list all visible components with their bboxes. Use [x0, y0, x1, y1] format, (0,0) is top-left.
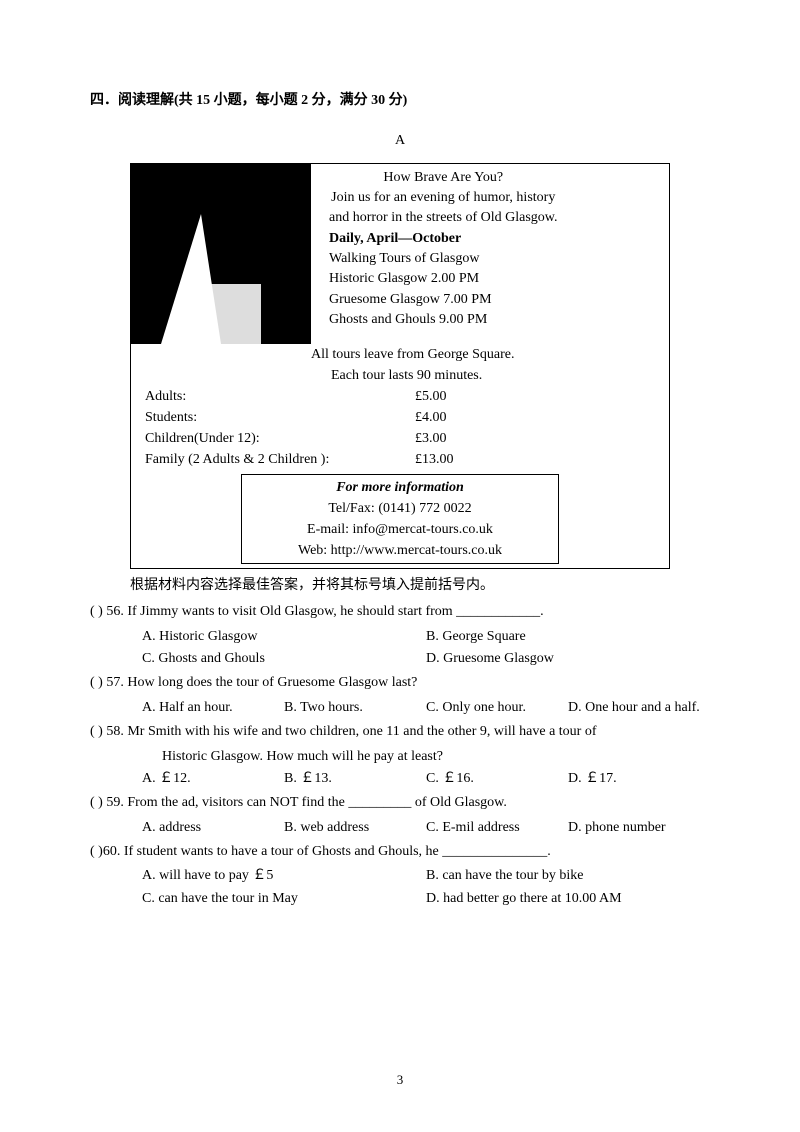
q-prefix: ( ) 58. [90, 724, 127, 739]
opt-b[interactable]: B. George Square [426, 626, 710, 648]
q60-opts-row2: C. can have the tour in May D. had bette… [90, 888, 710, 910]
q56-opts-row1: A. Historic Glasgow B. George Square [90, 626, 710, 648]
opt-c[interactable]: C. can have the tour in May [142, 888, 426, 910]
q-prefix: ( ) 59. [90, 795, 127, 810]
ad-dates: Daily, April—October [329, 229, 557, 249]
question-58: ( ) 58. Mr Smith with his wife and two c… [90, 721, 710, 743]
opt-b[interactable]: B. can have the tour by bike [426, 865, 710, 887]
q58-stem2: Historic Glasgow. How much will he pay a… [90, 746, 710, 768]
opt-d[interactable]: D. had better go there at 10.00 AM [426, 888, 710, 910]
ad-l8: Each tour lasts 90 minutes. [131, 365, 669, 386]
ad-l6: Ghosts and Ghouls 9.00 PM [329, 310, 557, 330]
q-stem: Mr Smith with his wife and two children,… [127, 724, 596, 739]
q59-opts: A. address B. web address C. E-mil addre… [90, 817, 710, 839]
price-value: £4.00 [415, 407, 447, 428]
price-label: Adults: [145, 386, 415, 407]
opt-d[interactable]: D. Gruesome Glasgow [426, 648, 710, 670]
opt-c[interactable]: C. ￡16. [426, 768, 568, 790]
info-tel: Tel/Fax: (0141) 772 0022 [248, 498, 552, 519]
opt-b[interactable]: B. Two hours. [284, 697, 426, 719]
q-prefix: ( ) 56. [90, 604, 127, 619]
ad-line2: and horror in the streets of Old Glasgow… [329, 208, 557, 228]
ad-l7: All tours leave from George Square. [131, 344, 669, 365]
instruction: 根据材料内容选择最佳答案，并将其标号填入提前括号内。 [130, 575, 670, 597]
q-stem: If student wants to have a tour of Ghost… [124, 844, 551, 859]
opt-a[interactable]: A. ￡12. [142, 768, 284, 790]
q-stem: From the ad, visitors can NOT find the _… [127, 795, 507, 810]
opt-c[interactable]: C. E-mil address [426, 817, 568, 839]
price-row: Students: £4.00 [131, 407, 669, 428]
price-row: Adults: £5.00 [131, 386, 669, 407]
part-label: A [90, 130, 710, 152]
price-value: £13.00 [415, 449, 454, 470]
info-email: E-mail: info@mercat-tours.co.uk [248, 519, 552, 540]
opt-a[interactable]: A. address [142, 817, 284, 839]
price-label: Family (2 Adults & 2 Children ): [145, 449, 415, 470]
ad-title: How Brave Are You? [329, 168, 557, 188]
q-stem: If Jimmy wants to visit Old Glasgow, he … [127, 604, 543, 619]
opt-a[interactable]: A. Historic Glasgow [142, 626, 426, 648]
price-row: Family (2 Adults & 2 Children ): £13.00 [131, 449, 669, 470]
q-prefix: ( ) 57. [90, 675, 127, 690]
opt-d[interactable]: D. ￡17. [568, 768, 710, 790]
info-box: For more information Tel/Fax: (0141) 772… [241, 474, 559, 564]
opt-a[interactable]: A. Half an hour. [142, 697, 284, 719]
price-label: Students: [145, 407, 415, 428]
question-59: ( ) 59. From the ad, visitors can NOT fi… [90, 792, 710, 814]
ad-l4: Historic Glasgow 2.00 PM [329, 269, 557, 289]
ad-line1: Join us for an evening of humor, history [329, 188, 557, 208]
question-56: ( ) 56. If Jimmy wants to visit Old Glas… [90, 601, 710, 623]
opt-b[interactable]: B. web address [284, 817, 426, 839]
q57-opts: A. Half an hour. B. Two hours. C. Only o… [90, 697, 710, 719]
ad-header-text: How Brave Are You? Join us for an evenin… [311, 164, 567, 344]
q56-opts-row2: C. Ghosts and Ghouls D. Gruesome Glasgow [90, 648, 710, 670]
q60-opts-row1: A. will have to pay ￡5 B. can have the t… [90, 865, 710, 887]
section-title: 四．阅读理解(共 15 小题，每小题 2 分，满分 30 分) [90, 90, 710, 112]
info-title: For more information [248, 477, 552, 498]
question-60: ( )60. If student wants to have a tour o… [90, 841, 710, 863]
page-number: 3 [90, 1070, 710, 1091]
opt-c[interactable]: C. Only one hour. [426, 697, 568, 719]
q58-opts: A. ￡12. B. ￡13. C. ￡16. D. ￡17. [90, 768, 710, 790]
opt-c[interactable]: C. Ghosts and Ghouls [142, 648, 426, 670]
question-57: ( ) 57. How long does the tour of Grueso… [90, 672, 710, 694]
price-row: Children(Under 12): £3.00 [131, 428, 669, 449]
info-web: Web: http://www.mercat-tours.co.uk [248, 540, 552, 561]
price-value: £5.00 [415, 386, 447, 407]
price-label: Children(Under 12): [145, 428, 415, 449]
q-prefix: ( )60. [90, 844, 124, 859]
opt-b[interactable]: B. ￡13. [284, 768, 426, 790]
ad-l5: Gruesome Glasgow 7.00 PM [329, 290, 557, 310]
opt-a[interactable]: A. will have to pay ￡5 [142, 865, 426, 887]
ad-image [131, 164, 311, 344]
q-stem: How long does the tour of Gruesome Glasg… [127, 675, 417, 690]
price-value: £3.00 [415, 428, 447, 449]
opt-d[interactable]: D. phone number [568, 817, 710, 839]
ad-l3: Walking Tours of Glasgow [329, 249, 557, 269]
opt-d[interactable]: D. One hour and a half. [568, 697, 710, 719]
ad-box: How Brave Are You? Join us for an evenin… [130, 163, 670, 569]
